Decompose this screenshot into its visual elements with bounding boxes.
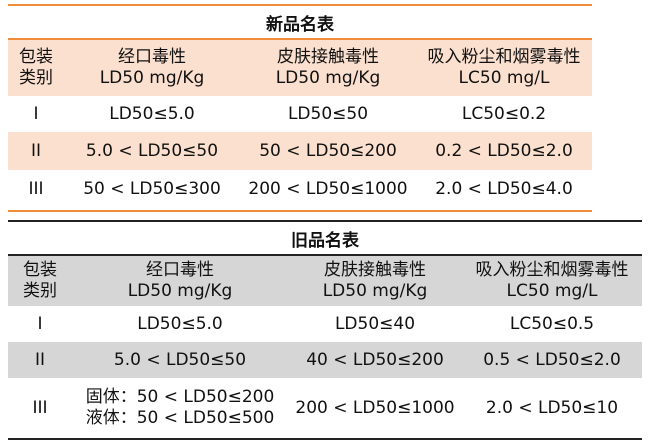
header-line: LD50 mg/Kg	[275, 68, 381, 88]
cell-dermal: LD50≤40	[334, 313, 416, 334]
table-row: II 5.0 < LD50≤50 50 < LD50≤200 0.2 < LD5…	[8, 132, 592, 170]
cell-category: III	[28, 178, 44, 199]
table-row: II 5.0 < LD50≤50 40 < LD50≤200 0.5 < LD5…	[8, 342, 642, 378]
header-oral: 经口毒性 LD50 mg/Kg	[72, 260, 288, 302]
header-category: 包装 类别	[8, 260, 72, 302]
table-row: I LD50≤5.0 LD50≤40 LC50≤0.5	[8, 306, 642, 342]
cell-oral: 5.0 < LD50≤50	[113, 349, 247, 370]
cell-inhalation: LC50≤0.5	[509, 313, 595, 334]
top-rule	[8, 4, 592, 6]
table-row: III 固体：50 < LD50≤200 液体：50 < LD50≤500 20…	[8, 380, 642, 436]
oral-stack: 固体：50 < LD50≤200 液体：50 < LD50≤500	[86, 387, 275, 429]
cell-dermal: 50 < LD50≤200	[259, 140, 397, 161]
header-line: 类别	[19, 68, 53, 88]
table-row: I LD50≤5.0 LD50≤50 LC50≤0.2	[8, 96, 592, 132]
table-row: III 50 < LD50≤300 200 < LD50≤1000 2.0 < …	[8, 170, 592, 208]
cell-oral: LD50≤5.0	[109, 103, 195, 124]
cell-oral: LD50≤5.0	[137, 313, 223, 334]
title-rule	[8, 254, 642, 256]
header-line: 包装	[23, 260, 57, 280]
header-line: 经口毒性	[118, 47, 186, 67]
table-title: 旧品名表	[291, 231, 359, 251]
cell-category: I	[37, 313, 43, 334]
cell-oral: 固体：50 < LD50≤200 液体：50 < LD50≤500	[72, 387, 288, 429]
cell-inhalation: 2.0 < LD50≤4.0	[435, 178, 573, 199]
cell-inhalation: 0.2 < LD50≤2.0	[435, 140, 573, 161]
header-line: LC50 mg/L	[506, 281, 598, 301]
header-dermal: 皮肤接触毒性 LD50 mg/Kg	[240, 47, 416, 89]
cell-category: II	[34, 349, 46, 370]
cell-category: II	[30, 140, 42, 161]
table-title: 新品名表	[266, 15, 334, 35]
oral-line-solid: 固体：50 < LD50≤200	[85, 387, 275, 407]
cell-dermal: 200 < LD50≤1000	[248, 178, 408, 199]
header-line: 皮肤接触毒性	[324, 260, 426, 280]
top-rule	[8, 220, 642, 222]
cell-inhalation: LC50≤0.2	[461, 103, 547, 124]
cell-category: I	[33, 103, 39, 124]
header-dermal: 皮肤接触毒性 LD50 mg/Kg	[288, 260, 462, 302]
header-line: 皮肤接触毒性	[277, 47, 379, 67]
header-line: 吸入粉尘和烟雾毒性	[475, 260, 629, 280]
cell-dermal: 200 < LD50≤1000	[295, 397, 455, 418]
header-line: 经口毒性	[146, 260, 214, 280]
cell-category: III	[32, 397, 48, 418]
header-oral: 经口毒性 LD50 mg/Kg	[64, 47, 240, 89]
cell-oral: 5.0 < LD50≤50	[85, 140, 219, 161]
cell-inhalation: 0.5 < LD50≤2.0	[483, 349, 621, 370]
oral-line-liquid: 液体：50 < LD50≤500	[85, 408, 275, 428]
header-inhalation: 吸入粉尘和烟雾毒性 LC50 mg/L	[462, 260, 642, 302]
bottom-rule	[8, 210, 592, 212]
header-line: LC50 mg/L	[458, 68, 550, 88]
header-line: 吸入粉尘和烟雾毒性	[427, 47, 581, 67]
cell-oral: 50 < LD50≤300	[83, 178, 221, 199]
header-category: 包装 类别	[8, 47, 64, 89]
bottom-rule	[8, 438, 642, 440]
header-inhalation: 吸入粉尘和烟雾毒性 LC50 mg/L	[416, 47, 592, 89]
header-line: LD50 mg/Kg	[322, 281, 428, 301]
header-line: 包装	[19, 47, 53, 67]
header-row: 包装 类别 经口毒性 LD50 mg/Kg 皮肤接触毒性 LD50 mg/Kg …	[8, 40, 592, 96]
cell-dermal: 40 < LD50≤200	[306, 349, 444, 370]
cell-dermal: LD50≤50	[287, 103, 369, 124]
cell-inhalation: 2.0 < LD50≤10	[485, 397, 619, 418]
header-line: LD50 mg/Kg	[127, 281, 233, 301]
header-line: LD50 mg/Kg	[99, 68, 205, 88]
header-row: 包装 类别 经口毒性 LD50 mg/Kg 皮肤接触毒性 LD50 mg/Kg …	[8, 256, 642, 306]
title-rule	[8, 38, 592, 40]
header-line: 类别	[23, 281, 57, 301]
